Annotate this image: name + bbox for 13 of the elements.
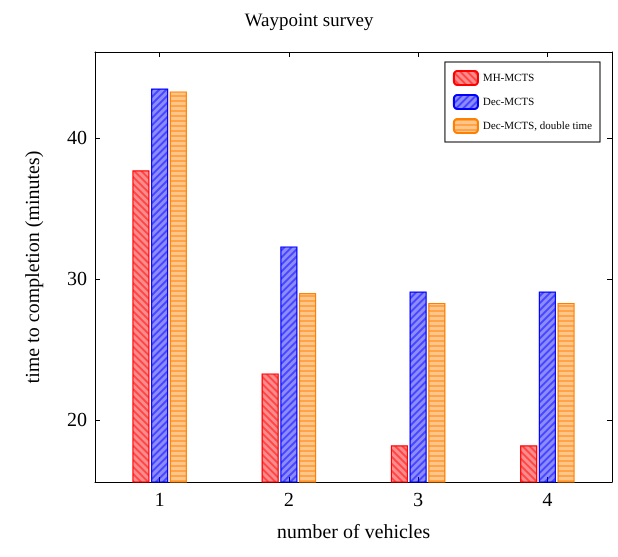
x-tick-label: 1 bbox=[154, 489, 165, 511]
y-axis-title: time to completion (minutes) bbox=[22, 150, 44, 384]
legend-label: MH-MCTS bbox=[482, 72, 534, 84]
x-axis-title: number of vehicles bbox=[276, 521, 430, 543]
chart-title: Waypoint survey bbox=[244, 10, 374, 31]
x-tick-label: 2 bbox=[284, 489, 294, 511]
x-tick-label: 4 bbox=[542, 489, 552, 511]
y-tick-label: 40 bbox=[67, 127, 87, 149]
y-tick-label: 30 bbox=[67, 268, 87, 290]
x-tick-label: 3 bbox=[413, 489, 424, 511]
legend-label: Dec-MCTS, double time bbox=[482, 120, 592, 132]
legend-label: Dec-MCTS bbox=[482, 96, 534, 108]
y-tick-label: 20 bbox=[67, 408, 87, 431]
